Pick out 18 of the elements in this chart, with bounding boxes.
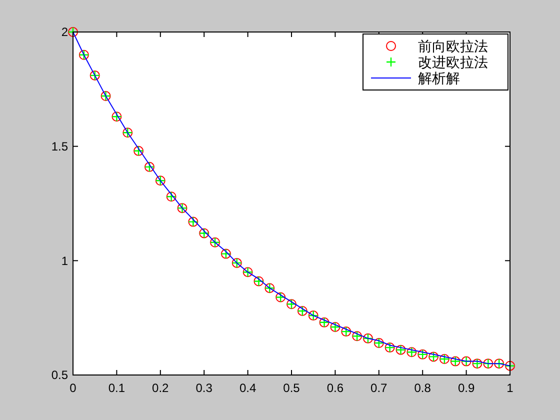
x-tick-label: 0.7 [370,381,388,395]
legend-label: 解析解 [418,70,460,86]
x-tick-label: 0.2 [152,381,170,395]
x-tick-label: 0.6 [326,381,344,395]
x-tick-label: 0 [70,381,77,395]
x-tick-label: 0.4 [239,381,256,395]
x-tick-label: 0.1 [108,381,126,395]
y-tick-label: 1 [61,254,68,268]
y-tick-label: 0.5 [51,368,68,382]
x-tick-label: 0.8 [414,381,432,395]
legend-label: 前向欧拉法 [418,38,488,54]
legend-label: 改进欧拉法 [418,54,488,70]
x-tick-label: 0.5 [283,381,300,395]
x-tick-label: 0.9 [458,381,475,395]
x-tick-label: 0.3 [196,381,213,395]
y-tick-label: 2 [61,25,68,40]
x-tick-label: 1 [506,381,514,395]
y-tick-label: 1.5 [51,140,68,154]
